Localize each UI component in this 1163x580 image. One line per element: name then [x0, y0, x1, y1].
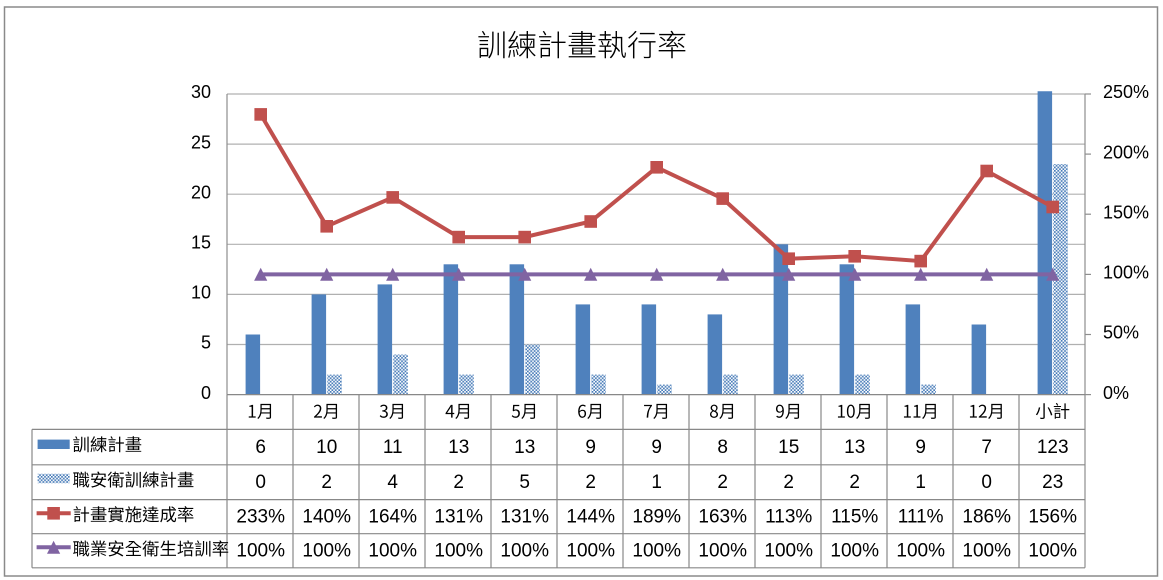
svg-text:5: 5: [519, 472, 530, 493]
svg-text:189%: 189%: [632, 507, 681, 528]
svg-text:1: 1: [915, 472, 926, 493]
svg-text:1: 1: [651, 472, 662, 493]
svg-text:115%: 115%: [831, 507, 878, 528]
svg-text:30: 30: [191, 82, 211, 102]
svg-text:10: 10: [316, 437, 337, 458]
svg-text:2: 2: [849, 472, 860, 493]
svg-text:10: 10: [191, 283, 211, 303]
svg-text:100%: 100%: [698, 541, 747, 562]
svg-text:111%: 111%: [898, 507, 944, 528]
svg-text:113%: 113%: [765, 507, 812, 528]
svg-text:100%: 100%: [962, 541, 1011, 562]
svg-text:0%: 0%: [1103, 383, 1129, 403]
svg-text:25: 25: [191, 132, 211, 152]
svg-text:8: 8: [717, 437, 728, 458]
svg-text:100%: 100%: [302, 541, 351, 562]
svg-text:9: 9: [915, 437, 926, 458]
svg-text:13: 13: [514, 437, 535, 458]
svg-text:233%: 233%: [236, 507, 285, 528]
svg-text:100%: 100%: [1103, 263, 1149, 283]
svg-text:0: 0: [255, 472, 266, 493]
svg-text:13: 13: [844, 437, 865, 458]
svg-text:100%: 100%: [764, 541, 813, 562]
svg-text:140%: 140%: [302, 507, 351, 528]
svg-text:2: 2: [717, 472, 728, 493]
svg-text:100%: 100%: [566, 541, 615, 562]
svg-text:100%: 100%: [434, 541, 483, 562]
svg-text:131%: 131%: [434, 507, 483, 528]
svg-text:0: 0: [981, 472, 992, 493]
svg-text:0: 0: [201, 383, 211, 403]
svg-text:5: 5: [201, 333, 211, 353]
svg-text:2: 2: [585, 472, 596, 493]
svg-text:2: 2: [453, 472, 464, 493]
svg-text:164%: 164%: [368, 507, 417, 528]
svg-text:6: 6: [255, 437, 266, 458]
svg-text:250%: 250%: [1103, 82, 1149, 102]
svg-text:123: 123: [1037, 437, 1069, 458]
svg-text:100%: 100%: [500, 541, 549, 562]
svg-text:144%: 144%: [566, 507, 615, 528]
svg-text:200%: 200%: [1103, 142, 1149, 162]
svg-text:100%: 100%: [368, 541, 417, 562]
svg-text:100%: 100%: [236, 541, 285, 562]
svg-text:4: 4: [387, 472, 398, 493]
svg-text:156%: 156%: [1028, 507, 1077, 528]
svg-text:20: 20: [191, 182, 211, 202]
svg-text:50%: 50%: [1103, 323, 1139, 343]
svg-text:13: 13: [448, 437, 469, 458]
svg-text:2: 2: [783, 472, 794, 493]
svg-text:11: 11: [383, 437, 403, 458]
svg-text:7: 7: [981, 437, 992, 458]
svg-text:100%: 100%: [896, 541, 945, 562]
svg-text:23: 23: [1042, 472, 1063, 493]
svg-text:15: 15: [191, 233, 211, 253]
svg-text:100%: 100%: [830, 541, 879, 562]
svg-text:100%: 100%: [1028, 541, 1077, 562]
svg-text:100%: 100%: [632, 541, 681, 562]
svg-text:150%: 150%: [1103, 202, 1149, 222]
svg-text:163%: 163%: [698, 507, 747, 528]
svg-text:186%: 186%: [962, 507, 1011, 528]
svg-text:2: 2: [321, 472, 332, 493]
svg-text:131%: 131%: [500, 507, 549, 528]
svg-text:15: 15: [778, 437, 799, 458]
svg-text:9: 9: [651, 437, 662, 458]
svg-text:9: 9: [585, 437, 596, 458]
